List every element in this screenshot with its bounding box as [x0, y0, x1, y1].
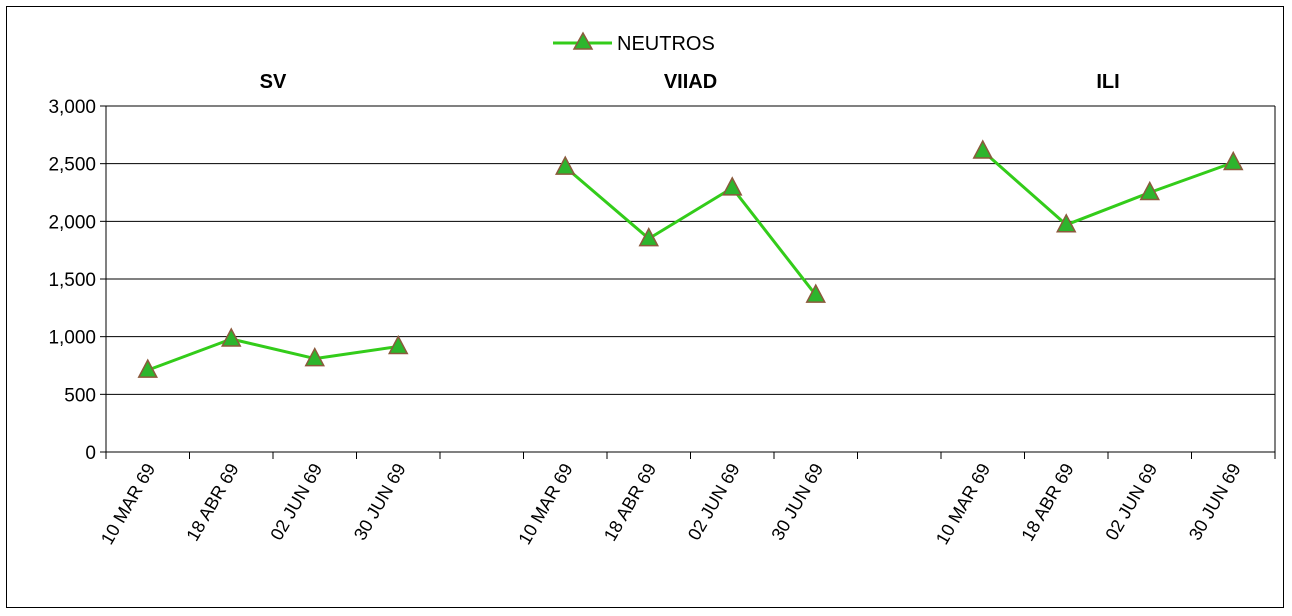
data-point-marker [722, 176, 743, 196]
y-tick-label: 2,500 [48, 155, 96, 176]
series-line-viiad [564, 165, 817, 297]
y-tick-label: 1,000 [48, 328, 96, 349]
group-label-sv: SV [260, 71, 287, 93]
y-tick-label: 2,000 [48, 212, 96, 233]
axis-layer [100, 105, 1276, 459]
x-tick-label: 10 MAR 69 [932, 460, 994, 548]
legend-marker [572, 31, 594, 50]
group-label-viiad: VIIAD [664, 71, 717, 93]
y-tick-label: 1,500 [48, 270, 96, 291]
x-tick-label: 30 JUN 69 [1185, 460, 1245, 544]
x-tick-label: 10 MAR 69 [97, 460, 159, 548]
legend-label-neutros: NEUTROS [617, 33, 715, 55]
x-tick-label: 10 MAR 69 [514, 460, 576, 548]
data-point-marker [805, 283, 826, 303]
grid-layer [106, 105, 1275, 395]
series-line-ili [981, 149, 1234, 227]
x-tick-label: 18 ABR 69 [600, 460, 660, 545]
x-tick-label: 02 JUN 69 [1101, 460, 1161, 544]
data-point-marker [1223, 150, 1244, 171]
data-point-marker [137, 358, 158, 378]
x-tick-label: 30 JUN 69 [767, 460, 827, 544]
x-tick-label: 18 ABR 69 [182, 460, 242, 545]
data-point-marker [1056, 213, 1077, 233]
data-point-marker [304, 346, 325, 367]
x-tick-label: 30 JUN 69 [350, 460, 410, 544]
data-point-marker [555, 155, 576, 175]
data-point-marker [972, 139, 993, 159]
x-tick-label: 02 JUN 69 [684, 460, 744, 544]
label-layer: 0 500 1,000 1,500 2,000 2,500 3,000 SV 10 MAR 69… [48, 71, 1244, 548]
x-tick-label: 02 JUN 69 [266, 460, 326, 544]
data-point-marker [1139, 180, 1160, 201]
group-label-ili: ILI [1096, 71, 1119, 93]
series-line-sv [147, 337, 399, 372]
data-point-marker [638, 227, 659, 247]
y-tick-label: 500 [64, 385, 96, 406]
y-tick-label: 3,000 [48, 97, 96, 118]
y-tick-label: 0 [85, 443, 96, 464]
data-point-marker [221, 327, 242, 347]
x-tick-label: 18 ABR 69 [1017, 460, 1077, 545]
legend: NEUTROS [553, 31, 715, 55]
series-layer [137, 139, 1244, 378]
data-point-marker [388, 334, 409, 355]
